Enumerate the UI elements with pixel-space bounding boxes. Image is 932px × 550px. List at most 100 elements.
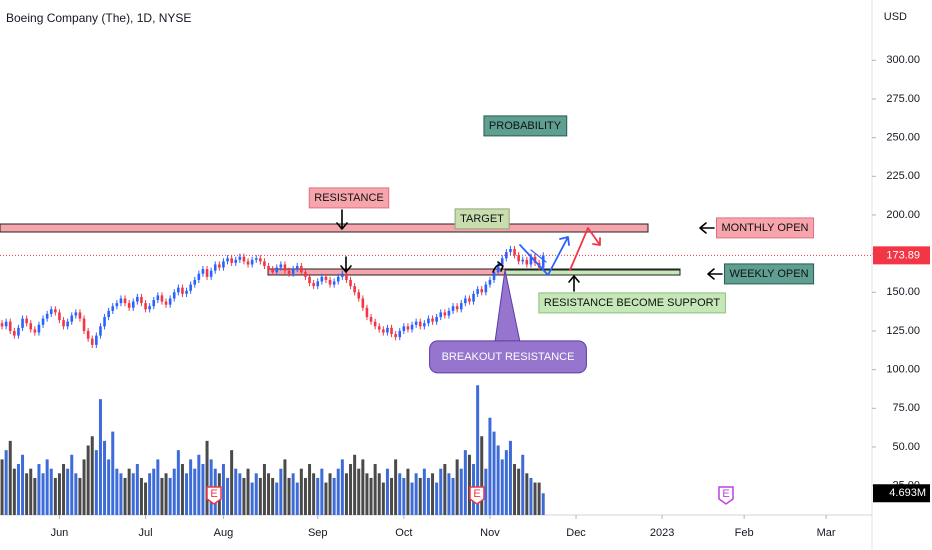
volume-bar bbox=[377, 473, 381, 515]
candle-body bbox=[382, 329, 385, 333]
volume-bar bbox=[496, 445, 500, 515]
annotation-box bbox=[308, 187, 390, 209]
volume-bar bbox=[197, 454, 201, 515]
candle-body bbox=[25, 318, 28, 324]
volume-bar bbox=[340, 459, 344, 515]
volume-bar bbox=[373, 464, 377, 515]
candle-body bbox=[111, 306, 115, 311]
volume-bar bbox=[308, 464, 312, 515]
candle-body bbox=[304, 272, 307, 277]
volume-bar bbox=[275, 482, 279, 515]
volume-bar bbox=[131, 473, 135, 515]
volume-bar bbox=[312, 473, 316, 515]
candle-body bbox=[439, 312, 443, 318]
volume-bar bbox=[12, 468, 16, 515]
y-tick-label: 225.00 bbox=[886, 170, 920, 182]
annotation: RESISTANCE bbox=[314, 192, 383, 204]
candle-body bbox=[0, 323, 4, 327]
annotation: MONTHLY OPEN bbox=[722, 222, 809, 234]
volume-bar bbox=[8, 440, 12, 515]
annotation-box bbox=[483, 115, 568, 137]
event-label: E bbox=[210, 488, 217, 500]
candle-body bbox=[373, 321, 377, 327]
volume-bar bbox=[353, 454, 357, 515]
y-tick-label: 50.00 bbox=[892, 441, 920, 453]
volume-bar bbox=[476, 385, 480, 515]
candle-body bbox=[201, 269, 205, 274]
event-marker bbox=[718, 486, 734, 505]
candle-body bbox=[164, 301, 168, 305]
x-tick-label: Jul bbox=[139, 527, 153, 539]
candle-body bbox=[140, 296, 143, 304]
volume-bar bbox=[504, 450, 508, 515]
volume-bar bbox=[86, 445, 90, 515]
candle-body bbox=[492, 272, 496, 280]
volume-bar bbox=[467, 454, 471, 515]
candle-body bbox=[99, 326, 102, 336]
candle-body bbox=[291, 269, 295, 274]
volume-bar bbox=[537, 482, 541, 515]
volume-bar bbox=[525, 473, 529, 515]
volume-bar bbox=[459, 468, 463, 515]
candle-body bbox=[144, 303, 147, 310]
annotation: RESISTANCE BECOME SUPPORT bbox=[544, 297, 721, 309]
volume-bar bbox=[82, 459, 86, 515]
volume-bar bbox=[295, 482, 299, 515]
volume-bar bbox=[529, 477, 533, 515]
candle-body bbox=[136, 296, 139, 302]
volume-bar bbox=[25, 473, 29, 515]
candle-body bbox=[431, 318, 434, 322]
volume-bar bbox=[439, 468, 443, 515]
candle-body bbox=[525, 259, 529, 265]
candle-body bbox=[181, 287, 184, 294]
volume-bar bbox=[176, 450, 180, 515]
candle-body bbox=[197, 273, 201, 280]
volume-bar bbox=[254, 473, 258, 515]
candle-body bbox=[160, 295, 164, 302]
candle-body bbox=[95, 335, 98, 345]
candle-body bbox=[115, 303, 119, 307]
candle-body bbox=[505, 252, 508, 259]
candle-body bbox=[123, 298, 127, 304]
y-tick-label: 250.00 bbox=[886, 132, 920, 144]
candle-body bbox=[332, 281, 336, 285]
y-tick-label: 275.00 bbox=[886, 93, 920, 105]
candle-body bbox=[447, 310, 451, 316]
y-tick-label: 150.00 bbox=[886, 286, 920, 298]
volume-bar bbox=[262, 464, 266, 515]
candle-body bbox=[513, 248, 516, 256]
candle-body bbox=[54, 309, 57, 313]
volume-bar bbox=[406, 468, 410, 515]
volume-bar bbox=[135, 464, 139, 515]
volume-bar bbox=[426, 477, 430, 515]
x-tick-label: Sep bbox=[308, 527, 328, 539]
candle-body bbox=[45, 313, 49, 319]
candle-body bbox=[341, 273, 344, 277]
volume-bar bbox=[320, 468, 324, 515]
candle-body bbox=[287, 270, 291, 274]
candle-body bbox=[8, 321, 12, 331]
annotation-box bbox=[716, 217, 815, 239]
candle-body bbox=[423, 323, 426, 327]
candle-body bbox=[107, 310, 110, 318]
volume-bar bbox=[521, 454, 525, 515]
volume-bar bbox=[180, 464, 184, 515]
candle-body bbox=[127, 303, 131, 308]
candle-body bbox=[4, 321, 8, 327]
candle-body bbox=[205, 269, 209, 277]
candle-body bbox=[496, 264, 500, 273]
candle-body bbox=[254, 258, 258, 260]
volume-bar bbox=[193, 468, 197, 515]
last-price-label: 173.89 bbox=[886, 249, 920, 261]
candle-body bbox=[390, 327, 393, 335]
volume-bar bbox=[398, 473, 402, 515]
event-marker bbox=[206, 486, 222, 505]
candle-body bbox=[218, 264, 221, 268]
volume-bar bbox=[57, 473, 61, 515]
candle-body bbox=[295, 266, 299, 270]
volume-bar bbox=[332, 477, 336, 515]
event-label: E bbox=[722, 488, 729, 500]
volume-bar bbox=[279, 468, 283, 515]
x-tick-label: Dec bbox=[566, 527, 586, 539]
x-tick-label: Aug bbox=[214, 527, 234, 539]
